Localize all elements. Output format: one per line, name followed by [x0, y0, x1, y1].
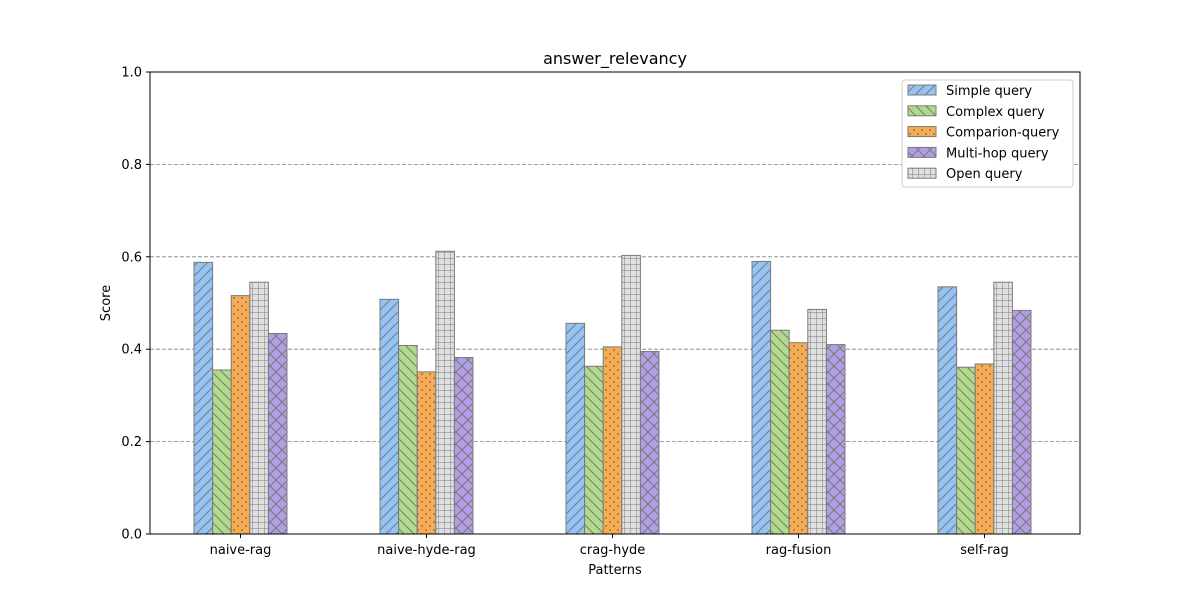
legend-item: Open query	[907, 167, 1023, 182]
legend-item: Comparion-query	[907, 126, 1060, 141]
bar-open-query-self-rag	[993, 281, 1013, 535]
bar-hatch	[398, 345, 418, 535]
bar-simple-query-self-rag	[937, 286, 958, 535]
legend-item: Simple query	[907, 84, 1032, 99]
bar-complex-query-naive-hyde-rag	[398, 345, 418, 535]
legend-swatch-hatch	[907, 146, 937, 158]
legend-label: Comparion-query	[946, 126, 1060, 141]
y-axis: 0.0 0.2 0.4 0.6 0.8 1.0	[121, 66, 150, 543]
y-tick-label: 0.2	[121, 435, 142, 450]
bar-complex-query-self-rag	[956, 366, 976, 535]
chart-title: answer_relevancy	[543, 49, 687, 69]
legend-swatch-hatch	[907, 167, 937, 179]
bar-hatch	[453, 357, 474, 535]
bar-simple-query-naive-hyde-rag	[379, 298, 400, 535]
bar-multi-hop-query-rag-fusion	[825, 344, 846, 535]
bar-hatch	[1011, 309, 1032, 535]
y-tick-label: 0.0	[121, 528, 142, 543]
bar-hatch	[212, 369, 232, 535]
bar-hatch	[249, 281, 269, 535]
bar-hatch	[993, 281, 1013, 535]
legend-item: Complex query	[907, 105, 1045, 120]
bar-open-query-naive-rag	[249, 281, 269, 535]
x-axis: naive-rag naive-hyde-rag crag-hyde rag-fusi…	[210, 534, 1009, 558]
bar-multi-hop-query-naive-rag	[267, 332, 288, 535]
y-tick-label: 0.6	[121, 250, 142, 265]
bar-hatch	[788, 342, 809, 535]
bar-comparion-query-naive-hyde-rag	[416, 371, 437, 535]
bar-hatch	[416, 371, 437, 535]
bar-multi-hop-query-naive-hyde-rag	[453, 357, 474, 535]
bar-open-query-naive-hyde-rag	[435, 250, 455, 535]
bar-hatch	[267, 332, 288, 535]
x-tick-label: naive-rag	[210, 543, 272, 558]
legend-swatch-hatch	[907, 84, 937, 96]
bar-comparion-query-rag-fusion	[788, 342, 809, 535]
bar-hatch	[751, 260, 772, 535]
bar-complex-query-crag-hyde	[584, 365, 604, 535]
bars	[193, 250, 1032, 535]
legend-label: Open query	[946, 167, 1023, 182]
x-tick-label: naive-hyde-rag	[377, 543, 476, 558]
bar-hatch	[621, 254, 641, 535]
bar-hatch	[193, 261, 214, 535]
x-tick-label: rag-fusion	[766, 543, 832, 558]
bar-multi-hop-query-self-rag	[1011, 309, 1032, 535]
bar-hatch	[974, 363, 995, 535]
bar-simple-query-crag-hyde	[565, 322, 586, 535]
bar-hatch	[825, 344, 846, 535]
bar-hatch	[937, 286, 958, 535]
bar-hatch	[379, 298, 400, 535]
bar-hatch	[770, 329, 790, 535]
x-tick-label: crag-hyde	[580, 543, 646, 558]
y-axis-title: Score	[99, 285, 114, 321]
bar-comparion-query-naive-rag	[230, 295, 251, 535]
bar-simple-query-naive-rag	[193, 261, 214, 535]
bar-hatch	[565, 322, 586, 535]
legend-label: Complex query	[946, 105, 1045, 120]
y-tick-label: 1.0	[121, 66, 142, 81]
legend-item: Multi-hop query	[907, 146, 1049, 161]
bar-hatch	[807, 308, 827, 535]
legend-label: Multi-hop query	[946, 146, 1049, 161]
bar-hatch	[956, 366, 976, 535]
bar-simple-query-rag-fusion	[751, 260, 772, 535]
bar-hatch	[639, 351, 660, 535]
bar-hatch	[602, 346, 623, 535]
bar-complex-query-naive-rag	[212, 369, 232, 535]
bar-multi-hop-query-crag-hyde	[639, 351, 660, 535]
x-axis-title: Patterns	[588, 563, 642, 578]
bar-hatch	[230, 295, 251, 535]
bar-open-query-crag-hyde	[621, 254, 641, 535]
legend-swatch-hatch	[907, 105, 937, 117]
bar-hatch	[584, 365, 604, 535]
legend-label: Simple query	[946, 84, 1032, 99]
legend-swatch-hatch	[907, 126, 937, 138]
bar-hatch	[435, 250, 455, 535]
y-tick-label: 0.4	[121, 343, 142, 358]
y-tick-label: 0.8	[121, 158, 142, 173]
legend: Simple query Complex query Comparion-query…	[901, 79, 1074, 188]
plot-area-border	[149, 71, 1081, 535]
bar-open-query-rag-fusion	[807, 308, 827, 535]
bar-comparion-query-crag-hyde	[602, 346, 623, 535]
legend-box	[901, 79, 1074, 188]
x-tick-label: self-rag	[960, 543, 1009, 558]
bar-comparion-query-self-rag	[974, 363, 995, 535]
bar-complex-query-rag-fusion	[770, 329, 790, 535]
